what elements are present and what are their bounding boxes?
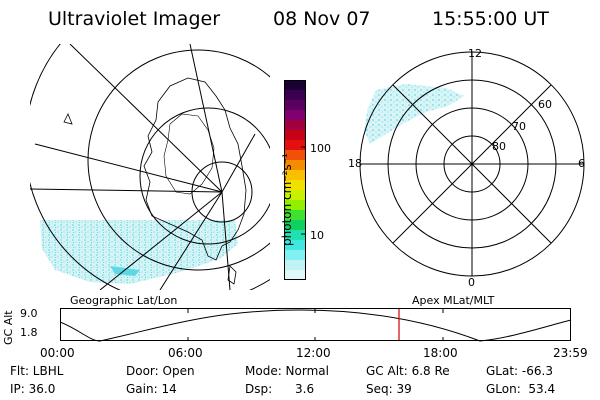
altitude-xtick-3: 18:00 xyxy=(423,346,458,360)
mlat-label-70: 70 xyxy=(512,120,526,133)
mlat-label-60: 60 xyxy=(538,98,552,111)
colorbar xyxy=(284,80,306,280)
geographic-map xyxy=(30,44,270,290)
altitude-ytick-9: 9.0 xyxy=(20,307,38,320)
status-mode: Mode: Normal xyxy=(245,364,329,378)
status-seq: Seq: 39 xyxy=(366,382,412,396)
colorbar-cell xyxy=(284,110,306,121)
altitude-ylabel: GC Alt xyxy=(2,310,15,345)
colorbar-tick-10: 10 xyxy=(310,229,324,242)
colorbar-cell xyxy=(284,180,306,191)
colorbar-tick-100: 100 xyxy=(310,142,331,155)
colorbar-cell xyxy=(284,240,306,251)
colorbar-cell xyxy=(284,120,306,131)
altitude-xtick-1: 06:00 xyxy=(168,346,203,360)
altitude-curve xyxy=(60,309,572,342)
colorbar-cell xyxy=(284,170,306,181)
status-gc-alt: GC Alt: 6.8 Re xyxy=(366,364,450,378)
polar-aurora-emission xyxy=(364,84,464,144)
colorbar-cell xyxy=(284,220,306,231)
colorbar-cell xyxy=(284,160,306,171)
altitude-plot xyxy=(60,308,572,342)
colorbar-cell xyxy=(284,130,306,141)
status-door: Door: Open xyxy=(126,364,195,378)
colorbar-cell xyxy=(284,270,306,280)
status-ip: IP: 36.0 xyxy=(10,382,56,396)
time-label: 15:55:00 UT xyxy=(432,8,549,30)
status-glon: GLon: 53.4 xyxy=(486,382,556,396)
colorbar-cell xyxy=(284,80,306,91)
mlat-label-80: 80 xyxy=(492,140,506,153)
date-label: 08 Nov 07 xyxy=(273,8,371,30)
altitude-xtick-4: 23:59 xyxy=(553,346,588,360)
colorbar-cell xyxy=(284,90,306,101)
colorbar-cell xyxy=(284,190,306,201)
altitude-xtick-0: 00:00 xyxy=(40,346,75,360)
geo-map-label: Geographic Lat/Lon xyxy=(70,294,178,307)
altitude-xtick-2: 12:00 xyxy=(296,346,331,360)
colorbar-cell xyxy=(284,150,306,161)
mlt-label-12: 12 xyxy=(468,47,482,60)
colorbar-cell xyxy=(284,210,306,221)
colorbar-cell xyxy=(284,100,306,111)
colorbar-cell xyxy=(284,200,306,211)
instrument-title: Ultraviolet Imager xyxy=(48,8,221,30)
colorbar-cell xyxy=(284,140,306,151)
status-gain: Gain: 14 xyxy=(126,382,177,396)
colorbar-unit-label: photon cm⁻²s⁻¹ xyxy=(280,153,294,246)
status-filter: Flt: LBHL xyxy=(10,364,64,378)
colorbar-cell xyxy=(284,260,306,271)
status-dsp: Dsp: 3.6 xyxy=(245,382,315,396)
status-glat: GLat: -66.3 xyxy=(486,364,553,378)
mlt-label-18: 18 xyxy=(348,157,362,170)
polar-map xyxy=(359,51,585,277)
colorbar-cell xyxy=(284,230,306,241)
colorbar-cell xyxy=(284,250,306,261)
geo-aurora-emission xyxy=(40,220,238,284)
mlt-label-6: 6 xyxy=(578,157,585,170)
altitude-ytick-1-8: 1.8 xyxy=(20,326,38,339)
polar-map-label: Apex MLat/MLT xyxy=(412,294,495,307)
mlt-label-0: 0 xyxy=(468,276,475,289)
